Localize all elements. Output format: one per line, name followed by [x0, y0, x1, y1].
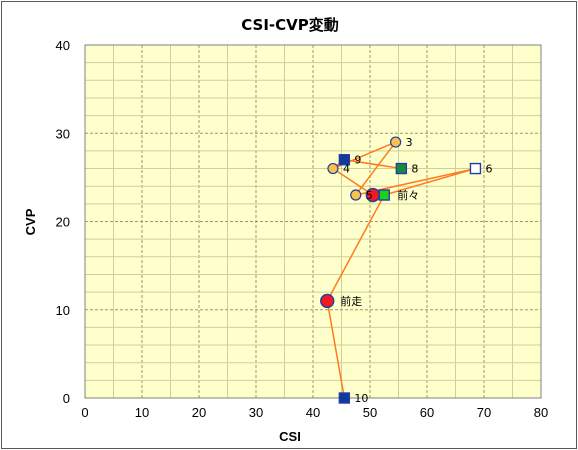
- point-label: 4: [343, 163, 350, 176]
- point-marker: [320, 293, 335, 309]
- y-tick-label: 40: [56, 38, 70, 53]
- point-label: 3: [406, 136, 413, 149]
- point-marker: [338, 154, 351, 166]
- point-marker: [390, 136, 402, 148]
- point-label: 6: [485, 163, 492, 176]
- x-tick-label: 0: [81, 405, 88, 420]
- point-marker: [469, 162, 482, 175]
- point-label: 前々: [397, 188, 419, 202]
- x-tick-label: 10: [135, 405, 149, 420]
- point-marker: [350, 189, 362, 201]
- point-label: 5: [366, 189, 373, 202]
- x-tick-label: 40: [306, 405, 320, 420]
- point-marker: [378, 189, 390, 201]
- x-tick-label: 20: [192, 405, 206, 420]
- x-axis-ticks: 0 10 20 30 40 50 60 70 80: [81, 405, 548, 420]
- y-axis-title: CVP: [23, 208, 38, 235]
- point-label: 前走: [340, 294, 362, 308]
- point-label: 9: [354, 154, 361, 167]
- point-marker: [327, 162, 339, 175]
- y-tick-label: 30: [56, 126, 70, 141]
- y-tick-label: 0: [63, 391, 70, 406]
- point-marker: [395, 162, 408, 175]
- point-marker: [338, 392, 351, 404]
- x-tick-label: 30: [249, 405, 263, 420]
- chart-title: CSI-CVP変動: [241, 16, 339, 34]
- x-tick-label: 70: [477, 405, 491, 420]
- point-label: 8: [411, 163, 418, 176]
- plot-border: [84, 44, 542, 399]
- x-tick-label: 50: [363, 405, 377, 420]
- x-tick-label: 80: [534, 405, 548, 420]
- y-tick-label: 10: [56, 303, 70, 318]
- y-axis-ticks: 0 10 20 30 40: [56, 38, 70, 406]
- y-tick-label: 20: [56, 215, 70, 230]
- trend-segment: [332, 167, 374, 196]
- point-label: 10: [354, 392, 368, 405]
- grid: [85, 45, 541, 398]
- data-markers: [320, 136, 482, 404]
- x-axis-title: CSI: [279, 429, 301, 444]
- x-tick-label: 60: [420, 405, 434, 420]
